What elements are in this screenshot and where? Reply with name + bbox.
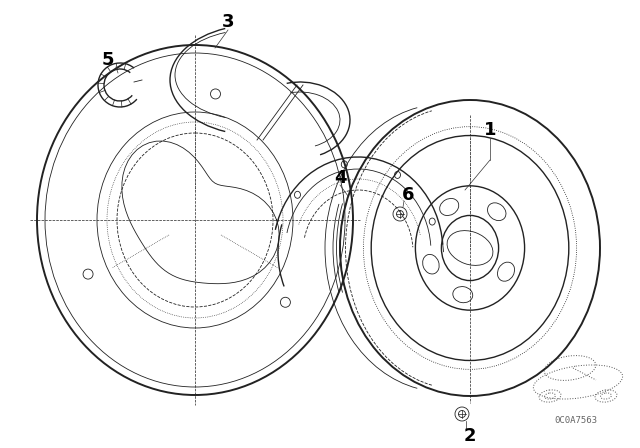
Text: 5: 5 xyxy=(102,51,115,69)
Text: 6: 6 xyxy=(402,186,414,204)
Text: 0C0A7563: 0C0A7563 xyxy=(554,415,598,425)
Text: 1: 1 xyxy=(484,121,496,139)
Text: 2: 2 xyxy=(464,427,476,445)
Text: 3: 3 xyxy=(221,13,234,31)
Text: 4: 4 xyxy=(333,169,346,187)
